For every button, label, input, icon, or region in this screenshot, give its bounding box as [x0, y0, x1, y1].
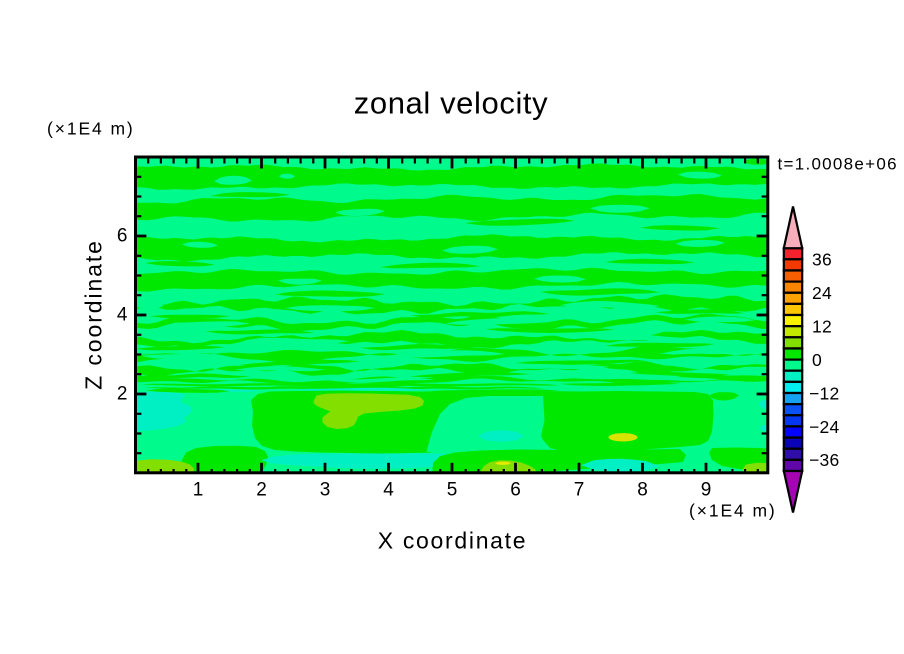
- svg-text:24: 24: [812, 283, 832, 303]
- svg-text:5: 5: [447, 480, 458, 501]
- svg-text:3: 3: [320, 480, 331, 501]
- svg-text:4: 4: [117, 305, 128, 326]
- svg-text:(×1E4 m): (×1E4 m): [689, 500, 777, 520]
- svg-text:Z coordinate: Z coordinate: [80, 239, 106, 390]
- svg-text:7: 7: [574, 480, 585, 501]
- svg-text:6: 6: [117, 226, 128, 247]
- svg-text:−36: −36: [809, 450, 840, 470]
- svg-text:4: 4: [383, 480, 394, 501]
- svg-text:0: 0: [812, 350, 822, 370]
- svg-text:−12: −12: [809, 383, 840, 403]
- svg-text:2: 2: [256, 480, 267, 501]
- svg-text:t=1.0008e+06: t=1.0008e+06: [778, 154, 898, 173]
- svg-text:36: 36: [812, 250, 832, 270]
- svg-text:−24: −24: [809, 417, 840, 437]
- svg-text:9: 9: [701, 480, 712, 501]
- svg-text:12: 12: [812, 317, 832, 337]
- svg-text:(×1E4 m): (×1E4 m): [47, 119, 135, 139]
- svg-text:2: 2: [117, 384, 128, 405]
- svg-text:zonal velocity: zonal velocity: [354, 86, 549, 121]
- svg-text:X coordinate: X coordinate: [378, 527, 528, 553]
- svg-text:6: 6: [510, 480, 521, 501]
- svg-text:8: 8: [637, 480, 648, 501]
- svg-text:1: 1: [193, 480, 204, 501]
